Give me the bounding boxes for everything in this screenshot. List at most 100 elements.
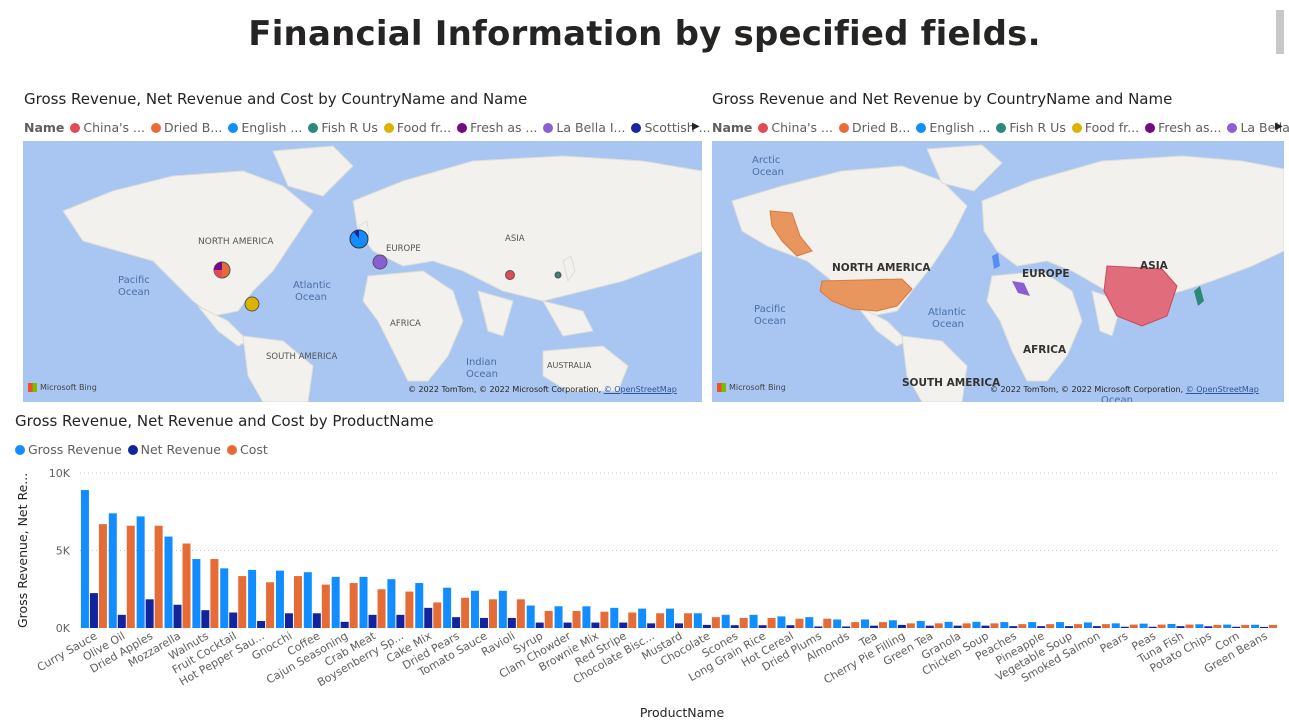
bar-gross-revenue[interactable]	[303, 572, 312, 628]
bar-gross-revenue[interactable]	[1139, 623, 1148, 628]
bar-cost[interactable]	[1241, 624, 1250, 628]
bar-cost[interactable]	[879, 622, 888, 628]
bar-net-revenue[interactable]	[591, 622, 600, 628]
bar-gross-revenue[interactable]	[582, 606, 591, 628]
bar-cost[interactable]	[851, 622, 860, 628]
bar-gross-revenue[interactable]	[136, 516, 145, 628]
bar-cost[interactable]	[823, 618, 832, 628]
bar-net-revenue[interactable]	[1009, 626, 1018, 628]
bar-cost[interactable]	[739, 617, 748, 628]
bar-net-revenue[interactable]	[1065, 626, 1074, 628]
bar-net-revenue[interactable]	[117, 614, 126, 628]
bar-gross-revenue[interactable]	[693, 613, 702, 628]
bar-gross-revenue[interactable]	[554, 606, 563, 628]
bar-net-revenue[interactable]	[619, 622, 628, 628]
bar-net-revenue[interactable]	[1120, 626, 1129, 628]
bar-net-revenue[interactable]	[1037, 626, 1046, 628]
bar-cost[interactable]	[516, 599, 525, 628]
map1-legend-item[interactable]: Fish R Us	[308, 120, 378, 135]
bar-gross-revenue[interactable]	[1083, 622, 1092, 628]
bar-net-revenue[interactable]	[173, 604, 182, 628]
bar-cost[interactable]	[126, 525, 135, 628]
map2-region-uk[interactable]	[992, 253, 1000, 269]
scrollbar-handle[interactable]	[1276, 10, 1284, 54]
bar-gross-revenue[interactable]	[192, 559, 201, 628]
bar-net-revenue[interactable]	[897, 624, 906, 628]
bar-cost[interactable]	[1046, 624, 1055, 628]
bar-net-revenue[interactable]	[1232, 626, 1241, 628]
map1-bubble-mexico[interactable]	[244, 296, 260, 312]
map1-legend-item[interactable]: La Bella I...	[543, 120, 625, 135]
bar-chart-legend-item[interactable]: Gross Revenue	[15, 442, 122, 457]
bar-net-revenue[interactable]	[647, 623, 656, 628]
map2-region-japan[interactable]	[1194, 286, 1204, 306]
bar-cost[interactable]	[934, 623, 943, 628]
map2-region-china[interactable]	[1103, 265, 1178, 327]
bar-net-revenue[interactable]	[424, 607, 433, 628]
bar-net-revenue[interactable]	[89, 593, 98, 628]
bar-net-revenue[interactable]	[452, 617, 461, 628]
map2-region-usa[interactable]	[819, 278, 913, 312]
bar-cost[interactable]	[182, 543, 191, 628]
map2-region-italy[interactable]	[1012, 281, 1030, 296]
bar-gross-revenue[interactable]	[1111, 623, 1120, 628]
bar-net-revenue[interactable]	[229, 612, 238, 629]
bar-gross-revenue[interactable]	[833, 619, 842, 628]
bar-cost[interactable]	[1269, 624, 1278, 628]
bar-gross-revenue[interactable]	[749, 614, 758, 628]
bar-gross-revenue[interactable]	[1000, 622, 1009, 628]
bar-gross-revenue[interactable]	[861, 619, 870, 628]
bar-cost[interactable]	[1157, 624, 1166, 628]
bar-gross-revenue[interactable]	[1167, 623, 1176, 628]
map1-legend-item[interactable]: English ...	[228, 120, 302, 135]
bar-cost[interactable]	[377, 589, 386, 628]
bar-cost[interactable]	[238, 576, 247, 628]
bar-cost[interactable]	[321, 584, 330, 628]
bar-cost[interactable]	[1185, 624, 1194, 628]
bar-gross-revenue[interactable]	[220, 568, 229, 628]
bar-cost[interactable]	[795, 618, 804, 628]
bar-gross-revenue[interactable]	[108, 513, 117, 628]
bar-chart-legend-item[interactable]: Net Revenue	[127, 442, 221, 457]
bar-gross-revenue[interactable]	[80, 490, 89, 628]
bar-cost[interactable]	[154, 525, 163, 628]
bar-gross-revenue[interactable]	[638, 608, 647, 628]
bar-net-revenue[interactable]	[1204, 626, 1213, 628]
map2-region-alaska[interactable]	[769, 210, 813, 257]
bar-cost[interactable]	[906, 623, 915, 628]
bar-net-revenue[interactable]	[368, 614, 377, 628]
bar-gross-revenue[interactable]	[470, 590, 479, 628]
bar-gross-revenue[interactable]	[275, 570, 284, 628]
bar-gross-revenue[interactable]	[972, 621, 981, 628]
bar-gross-revenue[interactable]	[248, 569, 257, 628]
bar-gross-revenue[interactable]	[888, 620, 897, 628]
bar-net-revenue[interactable]	[730, 625, 739, 628]
bar-net-revenue[interactable]	[1092, 626, 1101, 628]
map2-legend-item[interactable]: Food fr...	[1071, 120, 1139, 135]
bar-gross-revenue[interactable]	[721, 614, 730, 628]
bar-cost[interactable]	[293, 576, 302, 628]
map1-legend-item[interactable]: Dried B...	[150, 120, 222, 135]
bar-cost[interactable]	[656, 613, 665, 628]
bar-gross-revenue[interactable]	[164, 536, 173, 628]
bar-cost[interactable]	[628, 612, 637, 629]
map2-legend-item[interactable]: Dried B...	[838, 120, 910, 135]
bar-cost[interactable]	[572, 610, 581, 628]
bar-cost[interactable]	[349, 583, 358, 628]
bar-net-revenue[interactable]	[284, 613, 293, 628]
bar-net-revenue[interactable]	[396, 614, 405, 628]
bar-gross-revenue[interactable]	[1195, 624, 1204, 628]
bar-gross-revenue[interactable]	[443, 587, 452, 628]
bar-cost[interactable]	[990, 623, 999, 628]
bar-cost[interactable]	[210, 559, 219, 628]
bar-cost[interactable]	[98, 524, 107, 628]
bar-gross-revenue[interactable]	[1056, 622, 1065, 628]
map1-legend-item[interactable]: Fresh as ...	[457, 120, 537, 135]
map1-legend-item[interactable]: Scottish ...	[631, 120, 711, 135]
map2-legend-item[interactable]: Fresh as...	[1145, 120, 1221, 135]
map1-bubble-italy[interactable]	[372, 254, 388, 270]
bar-gross-revenue[interactable]	[1223, 624, 1232, 628]
bar-gross-revenue[interactable]	[526, 605, 535, 628]
bar-cost[interactable]	[1018, 624, 1027, 628]
bar-gross-revenue[interactable]	[777, 616, 786, 628]
